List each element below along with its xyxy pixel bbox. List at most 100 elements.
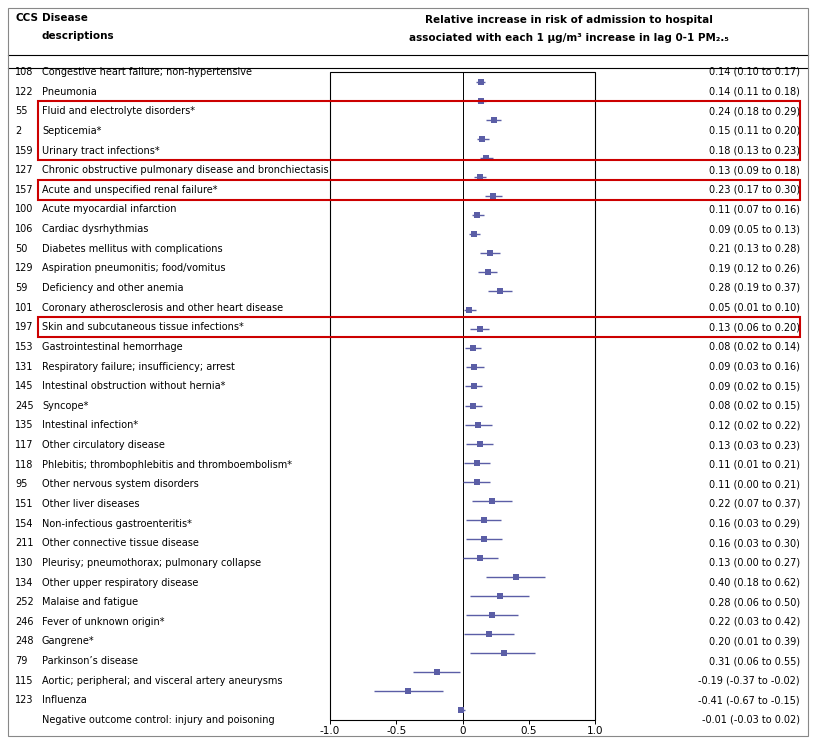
Text: 117: 117	[15, 440, 34, 450]
Text: 118: 118	[15, 460, 34, 469]
Text: Aortic; peripheral; and visceral artery aneurysms: Aortic; peripheral; and visceral artery …	[42, 676, 282, 686]
Text: Cardiac dysrhythmias: Cardiac dysrhythmias	[42, 224, 148, 234]
Text: 59: 59	[15, 283, 27, 293]
Text: 55: 55	[15, 106, 28, 116]
Text: Septicemia*: Septicemia*	[42, 126, 101, 136]
Text: 123: 123	[15, 696, 34, 705]
Text: 0.14 (0.10 to 0.17): 0.14 (0.10 to 0.17)	[709, 67, 800, 77]
Text: Intestinal infection*: Intestinal infection*	[42, 420, 138, 431]
Text: descriptions: descriptions	[42, 31, 115, 41]
Text: 0.09 (0.02 to 0.15): 0.09 (0.02 to 0.15)	[709, 381, 800, 391]
Text: 79: 79	[15, 656, 27, 666]
Text: Urinary tract infections*: Urinary tract infections*	[42, 146, 160, 155]
Text: 2: 2	[15, 126, 21, 136]
Text: 245: 245	[15, 401, 34, 411]
Text: Acute and unspecified renal failure*: Acute and unspecified renal failure*	[42, 185, 218, 195]
Text: 135: 135	[15, 420, 34, 431]
Text: 0.12 (0.02 to 0.22): 0.12 (0.02 to 0.22)	[708, 420, 800, 431]
Text: 131: 131	[15, 362, 34, 371]
Text: Relative increase in risk of admission to hospital: Relative increase in risk of admission t…	[425, 15, 713, 25]
Text: Aspiration pneumonitis; food/vomitus: Aspiration pneumonitis; food/vomitus	[42, 263, 226, 273]
Text: 101: 101	[15, 303, 34, 312]
Text: 108: 108	[15, 67, 34, 77]
Text: Syncope*: Syncope*	[42, 401, 88, 411]
Text: 0.11 (0.01 to 0.21): 0.11 (0.01 to 0.21)	[709, 460, 800, 469]
Text: Influenza: Influenza	[42, 696, 87, 705]
Text: 0.13 (0.09 to 0.18): 0.13 (0.09 to 0.18)	[709, 165, 800, 175]
Text: 0.20 (0.01 to 0.39): 0.20 (0.01 to 0.39)	[709, 636, 800, 647]
Text: 106: 106	[15, 224, 34, 234]
Text: 151: 151	[15, 499, 34, 509]
Text: 0.23 (0.17 to 0.30): 0.23 (0.17 to 0.30)	[709, 185, 800, 195]
Text: 0.13 (0.03 to 0.23): 0.13 (0.03 to 0.23)	[709, 440, 800, 450]
Text: 50: 50	[15, 244, 27, 254]
Text: Intestinal obstruction without hernia*: Intestinal obstruction without hernia*	[42, 381, 226, 391]
Text: 122: 122	[15, 86, 34, 97]
Text: -0.01 (-0.03 to 0.02): -0.01 (-0.03 to 0.02)	[702, 715, 800, 725]
Text: 0.22 (0.03 to 0.42): 0.22 (0.03 to 0.42)	[708, 617, 800, 626]
Text: 246: 246	[15, 617, 34, 626]
Text: -0.19 (-0.37 to -0.02): -0.19 (-0.37 to -0.02)	[699, 676, 800, 686]
Text: 211: 211	[15, 538, 34, 548]
Text: Fluid and electrolyte disorders*: Fluid and electrolyte disorders*	[42, 106, 195, 116]
Text: 153: 153	[15, 342, 34, 352]
Text: 0.05 (0.01 to 0.10): 0.05 (0.01 to 0.10)	[709, 303, 800, 312]
Text: 0.21 (0.13 to 0.28): 0.21 (0.13 to 0.28)	[709, 244, 800, 254]
Text: associated with each 1 μg/m³ increase in lag 0-1 PM₂.₅: associated with each 1 μg/m³ increase in…	[409, 33, 729, 43]
Text: Other liver diseases: Other liver diseases	[42, 499, 140, 509]
Text: 0.18 (0.13 to 0.23): 0.18 (0.13 to 0.23)	[709, 146, 800, 155]
Text: 0.09 (0.03 to 0.16): 0.09 (0.03 to 0.16)	[709, 362, 800, 371]
Text: Diabetes mellitus with complications: Diabetes mellitus with complications	[42, 244, 222, 254]
Text: 0.40 (0.18 to 0.62): 0.40 (0.18 to 0.62)	[709, 577, 800, 588]
Text: 0.22 (0.07 to 0.37): 0.22 (0.07 to 0.37)	[708, 499, 800, 509]
Text: Respiratory failure; insufficiency; arrest: Respiratory failure; insufficiency; arre…	[42, 362, 235, 371]
Text: 0.08 (0.02 to 0.15): 0.08 (0.02 to 0.15)	[709, 401, 800, 411]
Text: 159: 159	[15, 146, 34, 155]
Text: 0.31 (0.06 to 0.55): 0.31 (0.06 to 0.55)	[709, 656, 800, 666]
Text: 0.16 (0.03 to 0.29): 0.16 (0.03 to 0.29)	[709, 519, 800, 529]
Text: 145: 145	[15, 381, 34, 391]
Text: CCS: CCS	[15, 13, 38, 23]
Bar	[330, 72, 595, 720]
Text: Coronary atherosclerosis and other heart disease: Coronary atherosclerosis and other heart…	[42, 303, 283, 312]
Text: Chronic obstructive pulmonary disease and bronchiectasis: Chronic obstructive pulmonary disease an…	[42, 165, 329, 175]
Text: Malaise and fatigue: Malaise and fatigue	[42, 597, 138, 607]
Text: 0.08 (0.02 to 0.14): 0.08 (0.02 to 0.14)	[709, 342, 800, 352]
Text: 154: 154	[15, 519, 34, 529]
Text: Deficiency and other anemia: Deficiency and other anemia	[42, 283, 183, 293]
Text: Negative outcome control: injury and poisoning: Negative outcome control: injury and poi…	[42, 715, 275, 725]
Text: 0.11 (0.00 to 0.21): 0.11 (0.00 to 0.21)	[709, 479, 800, 490]
Text: 197: 197	[15, 322, 34, 333]
Text: Acute myocardial infarction: Acute myocardial infarction	[42, 205, 177, 214]
Text: 0.19 (0.12 to 0.26): 0.19 (0.12 to 0.26)	[709, 263, 800, 273]
Text: 0.24 (0.18 to 0.29): 0.24 (0.18 to 0.29)	[709, 106, 800, 116]
Text: 100: 100	[15, 205, 34, 214]
Text: 130: 130	[15, 558, 34, 568]
Text: Parkinson’s disease: Parkinson’s disease	[42, 656, 138, 666]
Text: 0.14 (0.11 to 0.18): 0.14 (0.11 to 0.18)	[709, 86, 800, 97]
Text: Other connective tissue disease: Other connective tissue disease	[42, 538, 199, 548]
Text: 0.15 (0.11 to 0.20): 0.15 (0.11 to 0.20)	[709, 126, 800, 136]
Text: Congestive heart failure; non-hypertensive: Congestive heart failure; non-hypertensi…	[42, 67, 252, 77]
Text: Disease: Disease	[42, 13, 88, 23]
Text: Non-infectious gastroenteritis*: Non-infectious gastroenteritis*	[42, 519, 192, 529]
Text: Other circulatory disease: Other circulatory disease	[42, 440, 165, 450]
Text: -0.41 (-0.67 to -0.15): -0.41 (-0.67 to -0.15)	[699, 696, 800, 705]
Text: Fever of unknown origin*: Fever of unknown origin*	[42, 617, 164, 626]
Text: Other upper respiratory disease: Other upper respiratory disease	[42, 577, 199, 588]
Text: Other nervous system disorders: Other nervous system disorders	[42, 479, 199, 490]
Text: Phlebitis; thrombophlebitis and thromboembolism*: Phlebitis; thrombophlebitis and thromboe…	[42, 460, 292, 469]
Text: 129: 129	[15, 263, 34, 273]
Text: Gastrointestinal hemorrhage: Gastrointestinal hemorrhage	[42, 342, 182, 352]
Text: 0.13 (0.06 to 0.20): 0.13 (0.06 to 0.20)	[709, 322, 800, 333]
Text: 0.28 (0.06 to 0.50): 0.28 (0.06 to 0.50)	[709, 597, 800, 607]
Text: 0.11 (0.07 to 0.16): 0.11 (0.07 to 0.16)	[709, 205, 800, 214]
Text: 127: 127	[15, 165, 34, 175]
Text: Gangrene*: Gangrene*	[42, 636, 95, 647]
Text: 115: 115	[15, 676, 34, 686]
Text: Pleurisy; pneumothorax; pulmonary collapse: Pleurisy; pneumothorax; pulmonary collap…	[42, 558, 261, 568]
Text: 0.09 (0.05 to 0.13): 0.09 (0.05 to 0.13)	[709, 224, 800, 234]
Text: Pneumonia: Pneumonia	[42, 86, 97, 97]
Text: 157: 157	[15, 185, 34, 195]
Text: 248: 248	[15, 636, 34, 647]
